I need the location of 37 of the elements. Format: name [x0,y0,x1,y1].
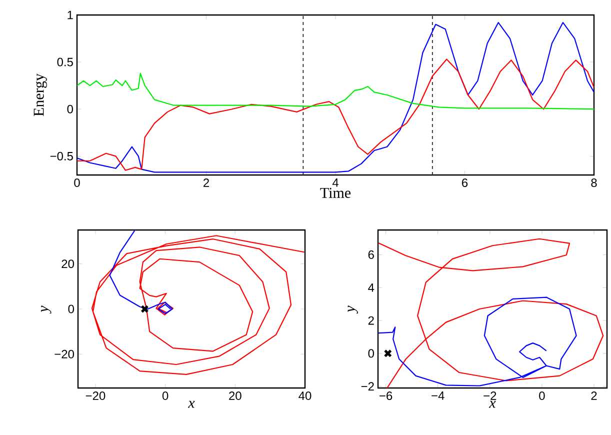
x-tick-label: −20 [86,392,106,400]
y-tick-label: 0 [68,304,74,314]
x-tick-label: 2 [204,178,209,187]
y-tick-label: 6 [368,250,374,259]
x-tick-label: 6 [462,178,468,188]
y-tick-label: 4 [368,283,374,292]
line-series [378,238,604,388]
x-tick-label: 0 [162,392,168,400]
x-tick-label: −2 [484,392,496,400]
x-tick-label: 2 [591,392,597,400]
x-axis-title: Time [320,188,351,198]
x-axis-title: x [188,400,195,408]
y-tick-label: −2 [361,382,374,391]
x-tick-label: 8 [591,178,597,188]
y-tick-label: 20 [62,260,74,268]
y-tick-label: −0.5 [50,152,73,160]
x-tick-label: 0 [539,392,545,400]
y-tick-label: −20 [54,350,74,358]
y-axis-title: y [41,306,52,314]
line-series [378,296,577,386]
y-tick-label: 2 [368,316,374,325]
y-tick-label: 0 [368,349,374,358]
x-axis-title: x [488,400,496,408]
y-tick-label: 0 [67,104,74,114]
x-tick-label: −4 [432,392,444,400]
y-axis-title: y [348,306,358,314]
x-tick-label: 4 [332,178,338,187]
line-series [91,235,305,375]
x-tick-label: 20 [229,392,242,400]
line-series [109,230,173,314]
y-tick-label: 0.5 [57,58,73,66]
x-tick-label: −6 [380,392,392,400]
line-series [77,58,594,171]
y-axis-title: Energy [34,74,47,116]
x-tick-label: 0 [74,178,80,188]
y-tick-label: 1 [68,10,73,20]
x-tick-label: 40 [298,392,312,400]
